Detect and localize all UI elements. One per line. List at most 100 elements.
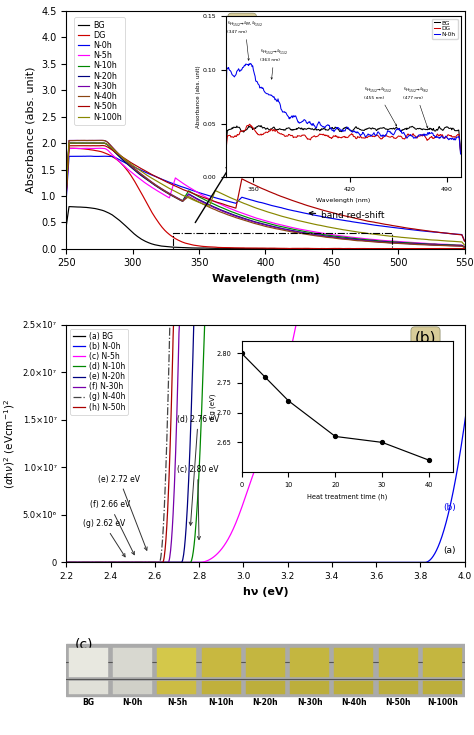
N-5h bbox=[244, 210, 250, 219]
(d) N-10h bbox=[202, 320, 208, 329]
(f) N-30h bbox=[53, 558, 58, 567]
N-5h bbox=[166, 193, 172, 202]
N-5h bbox=[98, 144, 104, 153]
(a) BG bbox=[341, 558, 347, 567]
(e) N-20h bbox=[191, 320, 197, 329]
Bar bbox=[335, 648, 374, 677]
Line: (c) N-5h: (c) N-5h bbox=[55, 325, 474, 562]
DG bbox=[135, 182, 140, 190]
(g) N-40h bbox=[167, 320, 173, 329]
(c) N-5h bbox=[381, 320, 386, 329]
(h) N-50h bbox=[171, 320, 176, 329]
N-40h bbox=[135, 167, 140, 176]
N-40h bbox=[330, 234, 336, 243]
(a) BG bbox=[222, 558, 228, 567]
(d) N-10h bbox=[238, 320, 244, 329]
N-0h bbox=[462, 237, 467, 245]
N-100h bbox=[299, 217, 304, 226]
(c) N-5h bbox=[293, 320, 299, 329]
N-40h bbox=[299, 229, 304, 238]
N-20h bbox=[166, 190, 172, 198]
Text: (b): (b) bbox=[415, 331, 436, 345]
N-100h bbox=[462, 240, 467, 249]
(b) N-0h bbox=[222, 558, 228, 567]
N-10h bbox=[166, 190, 172, 198]
(h) N-50h bbox=[223, 320, 228, 329]
(f) N-30h bbox=[223, 320, 228, 329]
N-30h bbox=[462, 243, 467, 251]
(g) N-40h bbox=[341, 320, 347, 329]
DG bbox=[330, 244, 336, 253]
Text: (a): (a) bbox=[232, 17, 253, 32]
(e) N-20h bbox=[53, 558, 58, 567]
Line: N-100h: N-100h bbox=[66, 143, 465, 245]
N-5h bbox=[462, 243, 467, 251]
Text: N-30h: N-30h bbox=[297, 698, 322, 707]
Line: (g) N-40h: (g) N-40h bbox=[55, 325, 474, 562]
N-100h bbox=[98, 139, 103, 148]
N-30h bbox=[330, 233, 336, 242]
N-5h bbox=[299, 225, 304, 234]
N-0h bbox=[87, 151, 93, 160]
N-30h bbox=[244, 215, 250, 224]
N-100h bbox=[364, 229, 370, 238]
Bar bbox=[246, 648, 285, 677]
(a) BG bbox=[237, 558, 243, 567]
(h) N-50h bbox=[341, 320, 347, 329]
Line: N-50h: N-50h bbox=[66, 146, 465, 241]
(a) BG bbox=[388, 558, 393, 567]
DG bbox=[447, 244, 452, 253]
Bar bbox=[157, 648, 196, 677]
BG bbox=[244, 244, 250, 253]
(e) N-20h bbox=[388, 320, 394, 329]
Line: (f) N-30h: (f) N-30h bbox=[55, 325, 474, 562]
(b) N-0h bbox=[341, 558, 347, 567]
(g) N-40h bbox=[388, 320, 394, 329]
(c) N-5h bbox=[95, 558, 101, 567]
Legend: (a) BG, (b) N-0h, (c) N-5h, (d) N-10h, (e) N-20h, (f) N-30h, (g) N-40h, (h) N-50: (a) BG, (b) N-0h, (c) N-5h, (d) N-10h, (… bbox=[70, 329, 128, 415]
N-10h bbox=[299, 226, 304, 235]
Text: (a): (a) bbox=[443, 546, 456, 555]
N-40h bbox=[462, 243, 467, 252]
N-50h bbox=[166, 179, 172, 187]
Text: (d) 2.76 eV: (d) 2.76 eV bbox=[177, 415, 219, 526]
Text: (b): (b) bbox=[443, 503, 456, 512]
Y-axis label: ($\alpha$h$\nu$)$^2$ (eVcm$^{-1}$)$^2$: ($\alpha$h$\nu$)$^2$ (eVcm$^{-1}$)$^2$ bbox=[2, 398, 17, 489]
BG bbox=[462, 244, 467, 253]
Bar bbox=[113, 648, 152, 677]
N-20h bbox=[64, 186, 69, 195]
N-10h bbox=[64, 186, 69, 195]
(b) N-0h bbox=[473, 331, 474, 340]
(g) N-40h bbox=[381, 320, 386, 329]
(c) N-5h bbox=[473, 320, 474, 329]
(d) N-10h bbox=[473, 320, 474, 329]
Line: N-0h: N-0h bbox=[66, 156, 465, 241]
N-30h bbox=[73, 136, 79, 145]
N-20h bbox=[135, 168, 140, 177]
N-5h bbox=[330, 230, 336, 239]
Text: N-20h: N-20h bbox=[253, 698, 278, 707]
N-50h bbox=[364, 217, 370, 226]
Bar bbox=[423, 681, 462, 694]
(c) N-5h bbox=[341, 320, 347, 329]
X-axis label: Wavelength (nm): Wavelength (nm) bbox=[211, 274, 319, 284]
Text: (f) 2.66 eV: (f) 2.66 eV bbox=[90, 501, 134, 555]
N-50h bbox=[244, 177, 250, 186]
BG bbox=[330, 244, 336, 253]
N-0h bbox=[330, 214, 336, 223]
N-20h bbox=[330, 232, 336, 241]
BG bbox=[66, 202, 72, 211]
Bar bbox=[69, 681, 108, 694]
N-20h bbox=[462, 243, 467, 251]
Y-axis label: Absorbance (abs. unit): Absorbance (abs. unit) bbox=[26, 67, 36, 193]
N-5h bbox=[135, 173, 140, 182]
N-100h bbox=[330, 223, 336, 232]
DG bbox=[64, 188, 69, 197]
N-0h bbox=[166, 178, 172, 187]
N-50h bbox=[330, 209, 336, 218]
Text: N-40h: N-40h bbox=[341, 698, 367, 707]
(e) N-20h bbox=[473, 320, 474, 329]
Text: (c) 2.80 eV: (c) 2.80 eV bbox=[177, 465, 219, 539]
Text: band red-shift: band red-shift bbox=[309, 211, 385, 220]
(b) N-0h bbox=[53, 558, 58, 567]
